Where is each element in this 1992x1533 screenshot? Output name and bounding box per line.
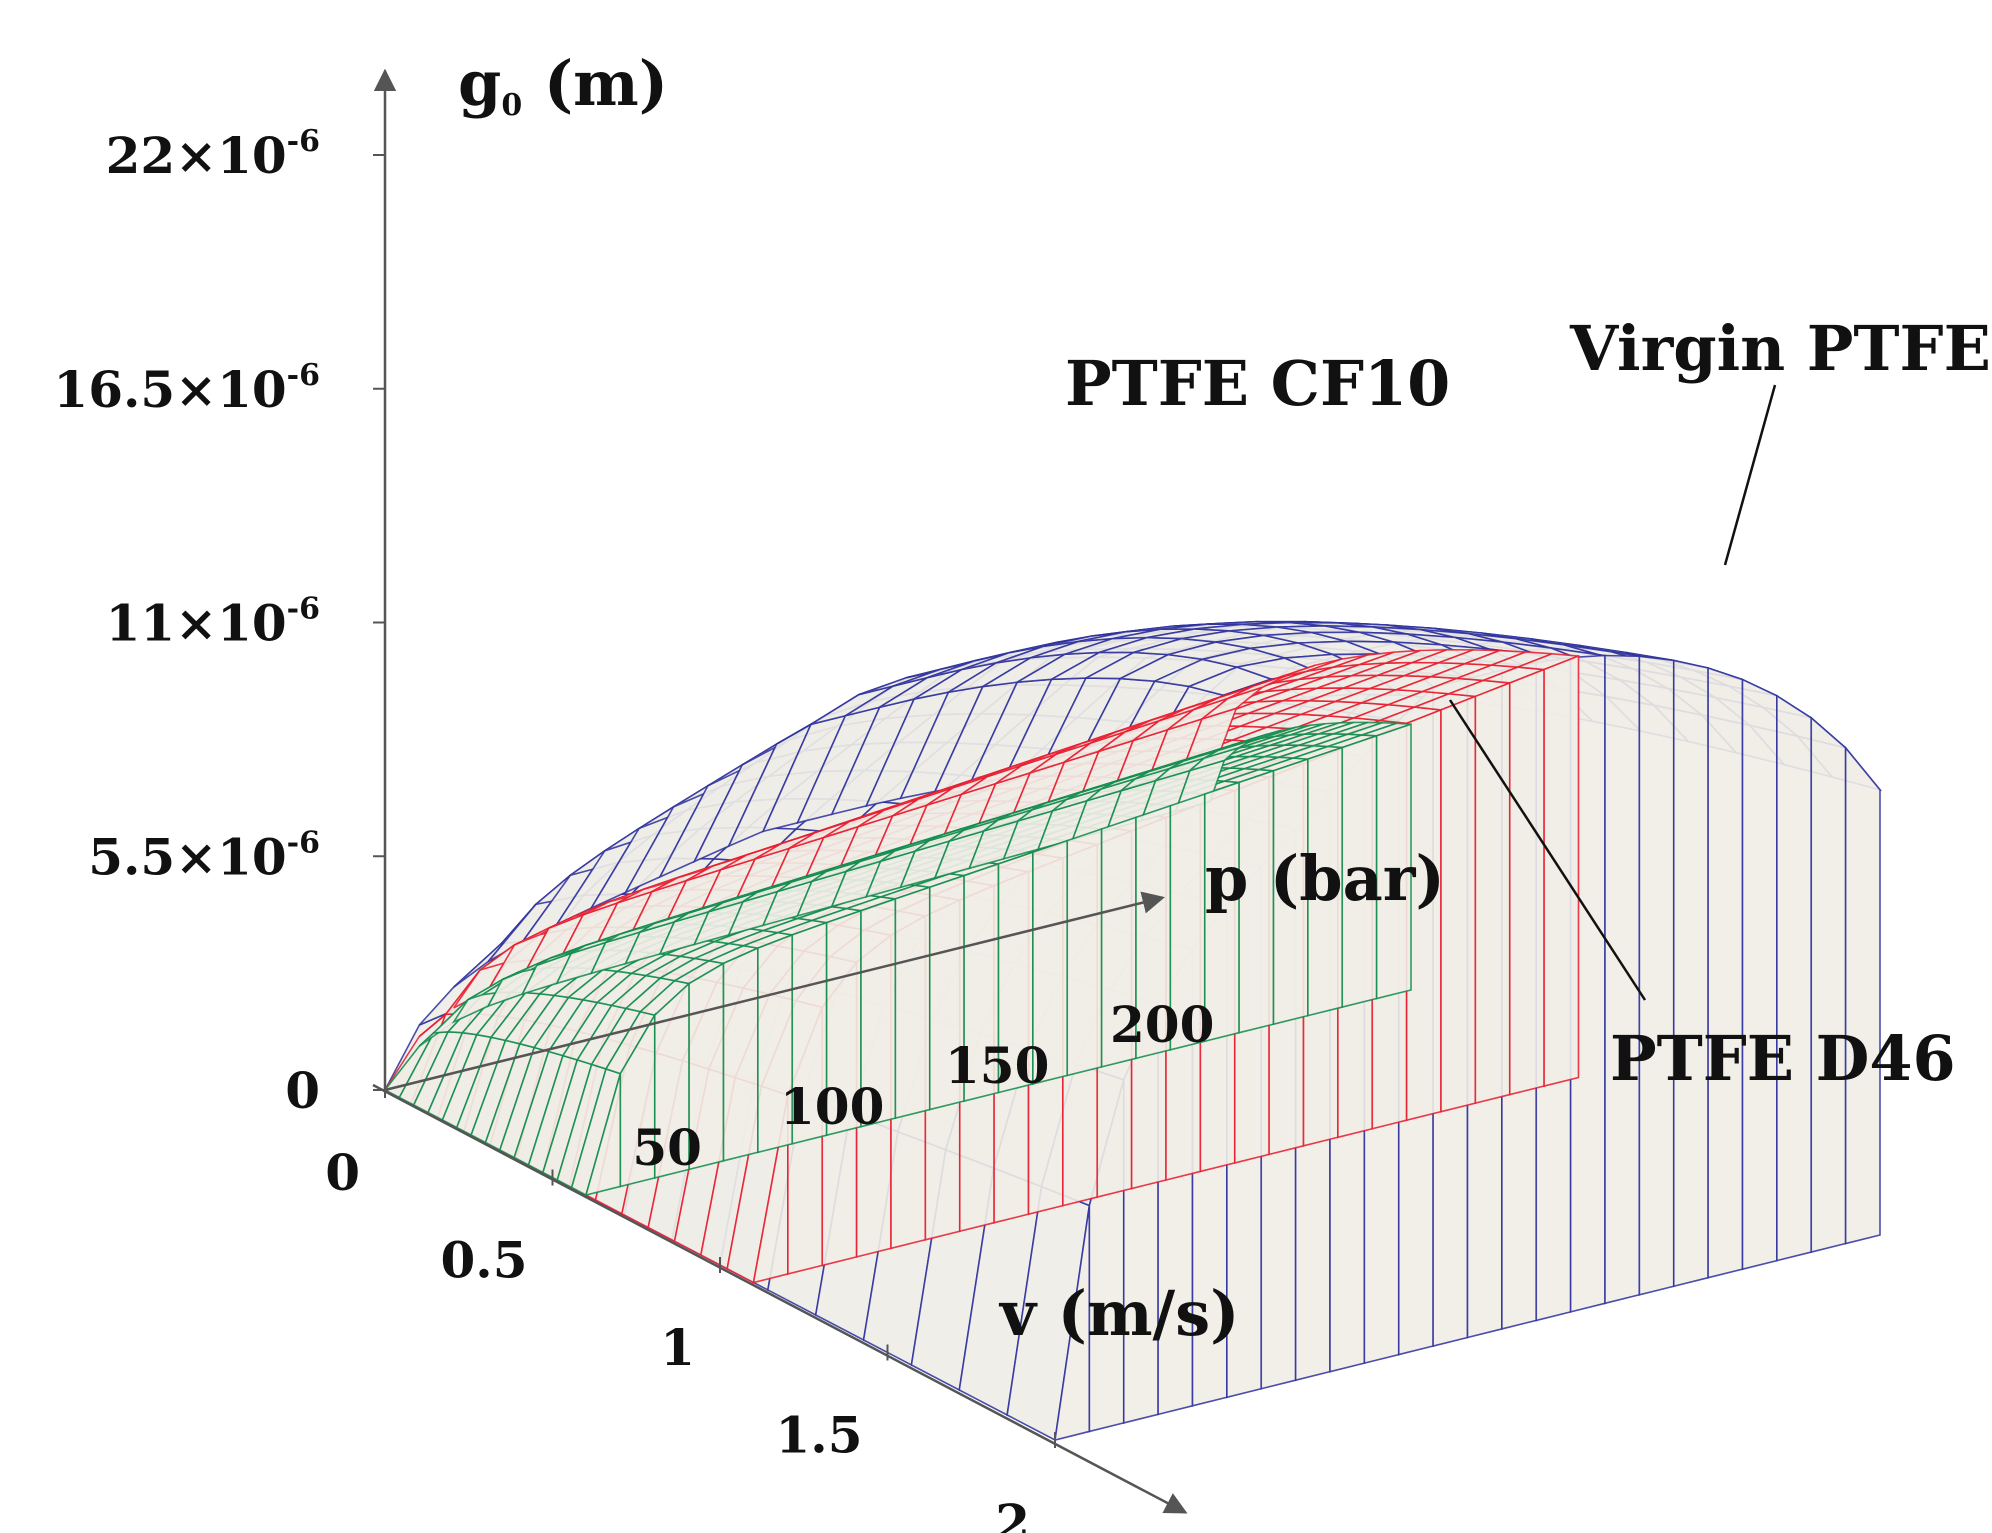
labels-layer: 0 5.5×10-6 11×10-6 16.5×10-6 22×10-6 50 100 150… bbox=[53, 47, 1990, 1533]
p-axis-line bbox=[384, 891, 1165, 1092]
p-tick-label: 50 bbox=[632, 1118, 702, 1177]
surface-wall-cell bbox=[1508, 668, 1545, 1096]
surface-layer bbox=[383, 620, 1883, 1442]
v-tick-label: 1 bbox=[660, 1318, 695, 1377]
surface-wall-cell bbox=[1638, 655, 1675, 1296]
p-tick-label: 150 bbox=[945, 1036, 1049, 1095]
series-label-ptfe-cf10: PTFE CF10 bbox=[1065, 347, 1450, 420]
surface-wall-cell bbox=[894, 886, 931, 1120]
z-tick-label: 22×10-6 bbox=[106, 124, 320, 185]
v-tick-label: 0.5 bbox=[441, 1231, 528, 1290]
surface-wall-cell bbox=[1844, 745, 1881, 1245]
v-tick-label: 2 bbox=[995, 1493, 1030, 1533]
surface-wall-cell bbox=[1375, 723, 1412, 1000]
surface-wall-cell bbox=[1440, 695, 1477, 1113]
p-tick-label: 100 bbox=[780, 1077, 884, 1136]
z-axis-title: g0 (m) bbox=[458, 47, 668, 123]
p-axis-title: p (bar) bbox=[1205, 842, 1445, 915]
leader-line bbox=[1448, 699, 1647, 1001]
surface-wall-cell bbox=[1776, 694, 1813, 1262]
surface-wall-cell bbox=[1672, 659, 1709, 1288]
z-tick-label: 11×10-6 bbox=[106, 592, 320, 653]
surface-wall-cell bbox=[1066, 827, 1103, 1077]
surface-wall-cell bbox=[1741, 678, 1778, 1271]
leader-line bbox=[1723, 384, 1777, 566]
series-label-virgin-ptfe: Virgin PTFE bbox=[1569, 312, 1991, 385]
z-tick-label: 5.5×10-6 bbox=[88, 825, 320, 886]
surface-wall-cell bbox=[1707, 666, 1744, 1279]
surface-ptfe-d46 bbox=[383, 721, 1412, 1197]
surface-wall-cell bbox=[722, 946, 759, 1162]
v-tick-label: 0 bbox=[325, 1143, 360, 1202]
series-label-ptfe-d46: PTFE D46 bbox=[1610, 1022, 1956, 1095]
v-tick-label: 1.5 bbox=[776, 1406, 863, 1465]
p-tick-label: 200 bbox=[1110, 995, 1214, 1054]
z-tick-label: 0 bbox=[285, 1061, 320, 1120]
surface-wall-cell bbox=[1604, 654, 1641, 1305]
z-tick-label: 16.5×10-6 bbox=[53, 358, 320, 419]
surface-wall-cell bbox=[1810, 716, 1847, 1254]
v-axis-line bbox=[372, 1083, 1188, 1514]
v-axis-title: v (m/s) bbox=[998, 1277, 1239, 1350]
axes-layer bbox=[372, 68, 1188, 1514]
